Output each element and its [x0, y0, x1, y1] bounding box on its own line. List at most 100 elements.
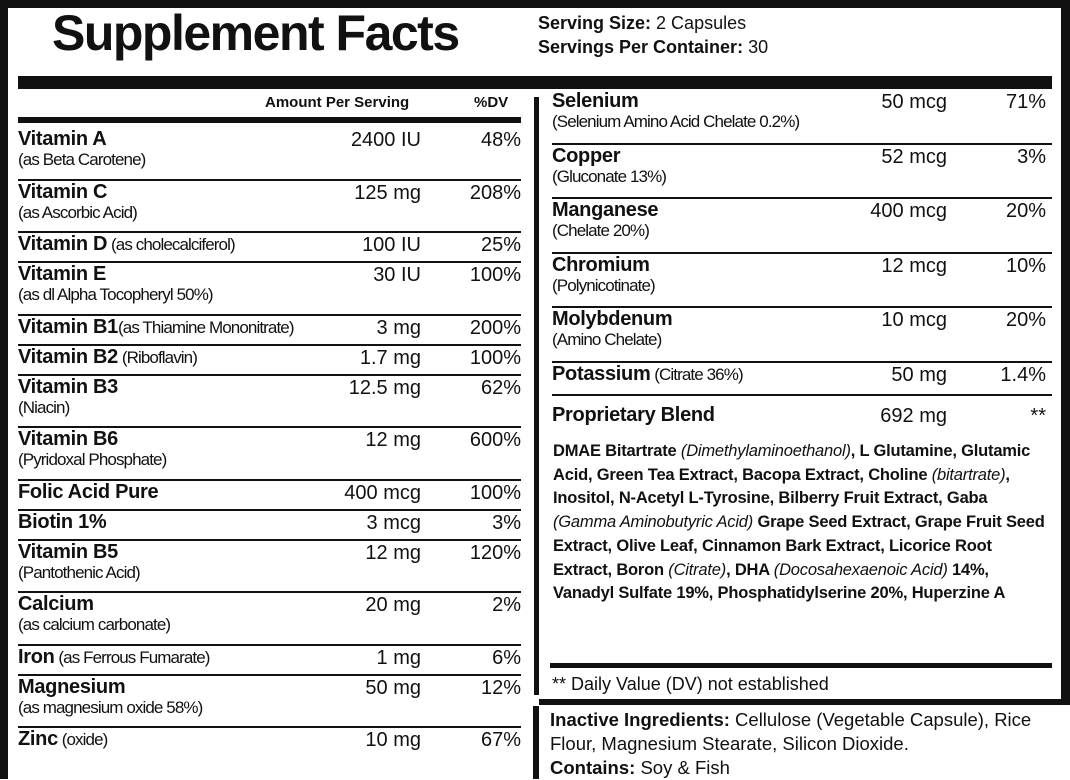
- nutrient-name-text: Vitamin B6: [18, 428, 118, 450]
- nutrient-name-text: Vitamin E: [18, 263, 107, 285]
- nutrient-name-text: Folic Acid Pure: [18, 480, 159, 503]
- nutrient-name-text: Vitamin B1: [18, 315, 118, 338]
- table-row: Iron (as Ferrous Fumarate) 1 mg 6%: [18, 646, 521, 676]
- nutrient-dv: 20%: [1005, 200, 1046, 222]
- nutrient-name-text: Zinc: [18, 728, 58, 750]
- nutrient-amount: 50 mg: [365, 676, 421, 699]
- nutrient-amount: 1.7 mg: [359, 346, 421, 369]
- contains-value: Soy & Fish: [635, 757, 730, 778]
- nutrient-form: (as cholecalciferol): [107, 235, 236, 254]
- nutrient-name: Vitamin B1(as Thiamine Mononitrate): [18, 316, 521, 338]
- nutrient-dv: 600%: [469, 429, 521, 451]
- table-row: Manganese (Chelate 20%) 400 mcg 20%: [552, 199, 1052, 254]
- nutrient-dv: 12%: [480, 676, 521, 699]
- servings-per-container-label: Servings Per Container:: [538, 37, 744, 57]
- nutrient-amount: 10 mcg: [881, 309, 947, 331]
- amount-header: Amount Per Serving: [265, 94, 410, 111]
- table-row: Selenium (Selenium Amino Acid Chelate 0.2…: [552, 90, 1052, 145]
- nutrient-dv: 3%: [492, 511, 521, 534]
- nutrient-amount: 10 mg: [365, 729, 421, 751]
- nutrient-dv: 1.4%: [1000, 363, 1046, 386]
- nutrient-form: (Selenium Amino Acid Chelate 0.2%): [552, 112, 800, 131]
- blend-ingredient-segment: (Gamma Aminobutyric Acid): [553, 513, 754, 532]
- nutrient-amount: 3 mcg: [366, 511, 421, 534]
- nutrient-amount: 125 mg: [354, 181, 421, 204]
- nutrient-dv: 48%: [480, 129, 521, 151]
- dv-header: %DV: [474, 94, 509, 111]
- table-row: Molybdenum (Amino Chelate) 10 mcg 20%: [552, 308, 1052, 363]
- table-row: Biotin 1% 3 mcg 3%: [18, 511, 521, 541]
- nutrient-name: Iron (as Ferrous Fumarate): [18, 646, 521, 668]
- left-nutrient-table: Vitamin A (as Beta Carotene) 2400 IU 48% Vit…: [18, 128, 521, 758]
- nutrient-name-text: Selenium: [552, 90, 639, 112]
- nutrient-form: (Niacin): [18, 397, 70, 417]
- blend-ingredient-segment: Grape Seed Extract, Grape Fruit Seed Ext…: [553, 513, 1045, 579]
- servings-per-container-value: 30: [743, 37, 769, 57]
- table-row: Copper (Gluconate 13%) 52 mcg 3%: [552, 145, 1052, 199]
- nutrient-dv: 100%: [469, 264, 521, 286]
- nutrient-form: (Chelate 20%): [552, 221, 650, 240]
- nutrient-name: Chromium: [552, 254, 1052, 276]
- serving-size: Serving Size: 2 Capsules: [538, 13, 746, 34]
- nutrient-amount: 400 mcg: [870, 200, 947, 222]
- nutrient-dv: 62%: [480, 376, 521, 399]
- nutrient-name-text: Vitamin B3: [18, 375, 118, 398]
- nutrient-form: (Pantothenic Acid): [18, 562, 141, 582]
- inactive-ingredients: Inactive Ingredients: Cellulose (Vegetab…: [550, 708, 1070, 780]
- table-row: Vitamin B5 (Pantothenic Acid) 12 mg 120%: [18, 541, 521, 593]
- nutrient-form: (Polynicotinate): [552, 275, 656, 295]
- nutrient-name-text: Iron: [18, 645, 55, 668]
- nutrient-dv: 71%: [1005, 91, 1046, 113]
- blend-ingredient-segment: , Inositol, N-Acetyl L-Tyrosine, Bilberr…: [553, 465, 1010, 508]
- nutrient-name-text: Magnesium: [18, 675, 126, 698]
- outer-border-left: [0, 0, 8, 779]
- nutrient-dv: 25%: [480, 234, 521, 256]
- serving-size-label: Serving Size:: [538, 13, 652, 33]
- outer-border-top: [0, 0, 1070, 8]
- nutrient-name: Calcium: [18, 593, 521, 615]
- table-row: Vitamin B2 (Riboflavin) 1.7 mg 100%: [18, 346, 521, 376]
- nutrient-dv: 10%: [1005, 254, 1046, 277]
- nutrient-form: (Gluconate 13%): [552, 166, 667, 186]
- nutrient-form: (oxide): [57, 730, 109, 749]
- nutrient-form: (Citrate 36%): [650, 364, 743, 384]
- nutrient-form: (as Ferrous Fumarate): [54, 647, 210, 667]
- thick-divider: [18, 76, 1052, 89]
- servings-per-container: Servings Per Container: 30: [538, 37, 768, 58]
- table-row: Vitamin A (as Beta Carotene) 2400 IU 48%: [18, 128, 521, 181]
- nutrient-name-text: Biotin 1%: [18, 510, 107, 533]
- nutrient-name: Vitamin B5: [18, 541, 521, 563]
- nutrient-name: Copper: [552, 145, 1052, 167]
- table-row: Vitamin C (as Ascorbic Acid) 125 mg 208%: [18, 181, 521, 233]
- inactive-value: Cellulose (Vegetable Capsule), Rice Flou…: [550, 709, 1032, 754]
- table-row: Vitamin E (as dl Alpha Tocopheryl 50%) 30 …: [18, 263, 521, 316]
- table-row: Vitamin D (as cholecalciferol) 100 IU 25%: [18, 233, 521, 263]
- nutrient-amount: 52 mcg: [881, 145, 947, 168]
- nutrient-name: Vitamin C: [18, 181, 521, 203]
- nutrient-name: Vitamin D (as cholecalciferol): [18, 233, 521, 255]
- nutrient-name: Selenium: [552, 90, 1052, 112]
- nutrient-amount: 400 mcg: [344, 481, 421, 504]
- nutrient-amount: 12.5 mg: [348, 376, 421, 399]
- nutrient-amount: 3 mg: [376, 316, 421, 339]
- blend-ingredient-segment: (Citrate): [668, 560, 727, 579]
- proprietary-blend-ingredients: DMAE Bitartrate (Dimethylaminoethanol), …: [553, 440, 1053, 606]
- nutrient-dv: 208%: [469, 181, 521, 204]
- nutrient-amount: 100 IU: [362, 234, 421, 256]
- table-row: Chromium (Polynicotinate) 12 mcg 10%: [552, 254, 1052, 308]
- nutrient-name: Biotin 1%: [18, 511, 521, 533]
- nutrient-form: (as Thiamine Mononitrate): [118, 317, 295, 337]
- nutrient-dv: 100%: [469, 346, 521, 369]
- nutrient-dv: 2%: [492, 594, 521, 616]
- outer-border-right: [1061, 0, 1070, 704]
- blend-ingredient-segment: 14%, Vanadyl Sulfate 19%, Phosphatidylse…: [553, 560, 1006, 603]
- table-row: Folic Acid Pure 400 mcg 100%: [18, 481, 521, 511]
- nutrient-name: Folic Acid Pure: [18, 481, 521, 503]
- nutrient-name-text: Vitamin A: [18, 128, 107, 150]
- nutrient-name-text: Vitamin C: [18, 180, 108, 203]
- table-row: Zinc (oxide) 10 mg 67%: [18, 728, 521, 758]
- nutrient-name-text: Vitamin B5: [18, 540, 118, 563]
- nutrient-dv: 3%: [1017, 145, 1046, 168]
- nutrient-name-text: Potassium: [552, 362, 651, 385]
- nutrient-amount: 30 IU: [373, 264, 421, 286]
